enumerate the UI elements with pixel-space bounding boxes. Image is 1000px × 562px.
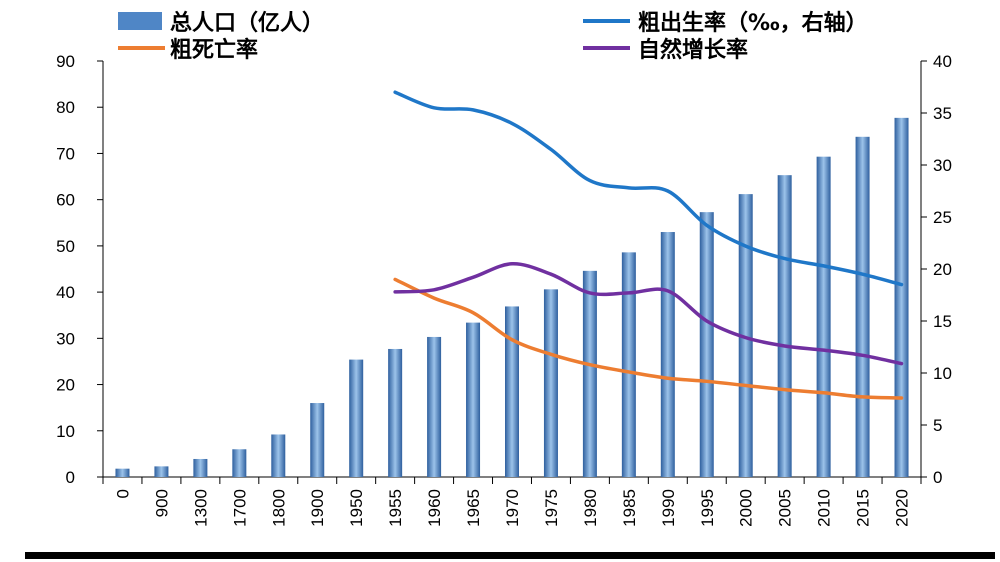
- bar-population: [466, 322, 481, 477]
- left-tick-label: 80: [56, 98, 75, 117]
- x-tick-label: 900: [152, 489, 171, 517]
- x-tick-label: 2005: [776, 489, 795, 527]
- x-tick-label: 1975: [542, 489, 561, 527]
- left-tick-label: 60: [56, 191, 75, 210]
- legend: 总人口（亿人） 粗死亡率 粗出生率（‰，右轴） 自然增长率: [118, 10, 868, 63]
- x-tick-label: 1300: [191, 489, 210, 527]
- x-tick-label: 1990: [659, 489, 678, 527]
- legend-label-growth-rate: 自然增长率: [638, 37, 748, 63]
- bar-population: [738, 194, 753, 477]
- bar-population: [855, 136, 870, 477]
- right-tick-label: 25: [933, 208, 952, 227]
- x-tick-label: 1965: [464, 489, 483, 527]
- bottom-rule: [25, 552, 995, 559]
- bars-layer: [115, 117, 909, 477]
- x-tick-label: 1995: [698, 489, 717, 527]
- line-growth-rate: [393, 262, 904, 366]
- left-tick-label: 10: [56, 422, 75, 441]
- x-tick-label: 1960: [425, 489, 444, 527]
- left-tick-label: 0: [66, 468, 75, 487]
- right-tick-label: 5: [933, 416, 942, 435]
- right-tick-label: 30: [933, 156, 952, 175]
- left-tick-label: 20: [56, 376, 75, 395]
- x-tick-label: 1800: [269, 489, 288, 527]
- x-tick-label: 2015: [854, 489, 873, 527]
- bar-population: [894, 117, 909, 477]
- x-tick-label: 1700: [230, 489, 249, 527]
- x-tick-label: 1955: [386, 489, 405, 527]
- x-tick-label: 1985: [620, 489, 639, 527]
- legend-label-death-rate: 粗死亡率: [170, 37, 258, 63]
- legend-label-birth-rate: 粗出生率（‰，右轴）: [638, 10, 868, 36]
- bar-population: [505, 306, 519, 477]
- bar-population: [349, 359, 364, 477]
- bar-population: [816, 156, 831, 477]
- left-tick-label: 50: [56, 237, 75, 256]
- bar-population: [271, 434, 286, 477]
- legend-swatch-population: [118, 12, 162, 30]
- bar-population: [777, 175, 792, 477]
- right-tick-label: 10: [933, 364, 952, 383]
- lines-layer: [393, 90, 904, 400]
- x-tick-label: 1950: [347, 489, 366, 527]
- right-tick-label: 35: [933, 104, 952, 123]
- x-tick-label: 0: [113, 489, 132, 498]
- x-tick-label: 2010: [815, 489, 834, 527]
- bar-population: [310, 403, 325, 477]
- bar-population: [154, 466, 169, 477]
- bar-population: [660, 232, 675, 477]
- bar-population: [543, 289, 558, 477]
- left-tick-label: 90: [56, 52, 75, 71]
- line-birth-rate: [393, 90, 904, 287]
- right-tick-label: 15: [933, 312, 952, 331]
- bar-population: [115, 468, 130, 477]
- left-tick-label: 40: [56, 283, 75, 302]
- bar-population: [232, 449, 247, 477]
- bar-population: [427, 336, 442, 477]
- x-tick-label: 1980: [581, 489, 600, 527]
- x-tick-label: 1970: [503, 489, 522, 527]
- left-tick-label: 30: [56, 329, 75, 348]
- bar-population: [388, 348, 403, 477]
- x-tick-label: 2020: [893, 489, 912, 527]
- bar-population: [621, 252, 636, 477]
- bar-population: [582, 270, 597, 477]
- bar-population: [699, 212, 714, 477]
- x-tick-label: 2000: [737, 489, 756, 527]
- line-death-rate: [393, 277, 904, 400]
- x-tick-label: 1900: [308, 489, 327, 527]
- right-tick-label: 40: [933, 52, 952, 71]
- right-tick-label: 20: [933, 260, 952, 279]
- left-tick-label: 70: [56, 144, 75, 163]
- right-tick-label: 0: [933, 468, 942, 487]
- bar-population: [193, 458, 208, 477]
- legend-label-population: 总人口（亿人）: [170, 10, 324, 36]
